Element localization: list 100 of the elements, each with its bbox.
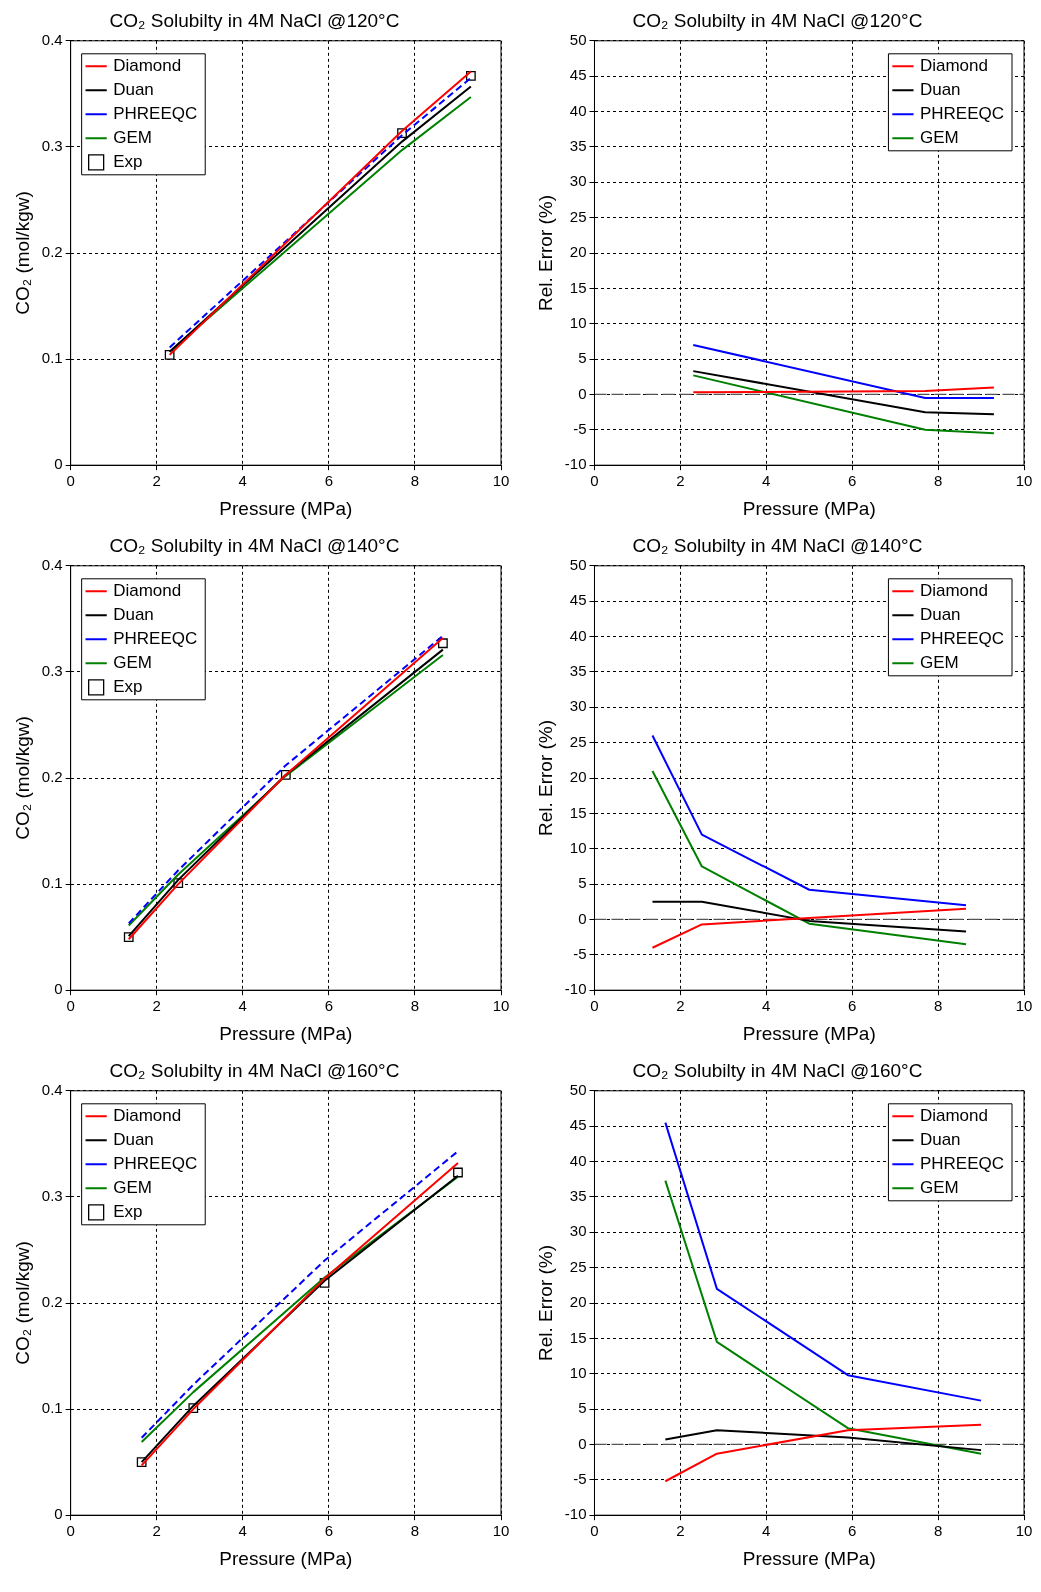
legend-label: Exp [113,151,143,171]
x-tick-label: 2 [152,1522,161,1540]
chart-title: CO₂ Solubilty in 4M NaCl @120°C [109,9,400,31]
y-tick-label: 5 [578,1399,587,1417]
y-tick-label: 10 [569,1363,587,1381]
x-tick-label: 0 [66,472,75,490]
y-tick-label: 50 [569,555,587,573]
x-tick-label: 4 [762,1522,771,1540]
y-tick-label: 35 [569,137,587,155]
x-tick-label: 10 [1015,997,1033,1015]
y-tick-label: 0.3 [41,662,63,680]
x-tick-label: 10 [492,1522,510,1540]
y-tick-label: 0 [54,455,63,473]
y-tick-label: 0.2 [41,1293,63,1311]
chart-title: CO₂ Solubilty in 4M NaCl @140°C [109,534,400,556]
legend-label: GEM [113,1177,152,1197]
x-tick-label: 6 [848,1522,857,1540]
chart-title: CO₂ Solubilty in 4M NaCl @120°C [632,9,923,31]
y-tick-label: 30 [569,172,587,190]
x-axis-title: Pressure (MPa) [742,1022,876,1044]
legend-label: Diamond [919,1105,988,1125]
y-tick-label: 50 [569,1080,587,1098]
y-tick-label: 0.1 [41,874,63,892]
x-axis-title: Pressure (MPa) [219,1547,353,1569]
x-tick-label: 4 [762,997,771,1015]
x-tick-label: 10 [492,997,510,1015]
x-tick-label: 4 [238,1522,247,1540]
x-tick-label: 4 [238,997,247,1015]
y-axis-title: Rel. Error (%) [534,194,556,312]
x-tick-label: 2 [152,997,161,1015]
chart-title: CO₂ Solubilty in 4M NaCl @160°C [632,1059,923,1081]
legend-label: Duan [919,604,961,624]
y-tick-label: 25 [569,207,587,225]
y-axis-title: CO₂ (mol/kgw) [11,191,33,315]
x-tick-label: 2 [676,1522,685,1540]
x-tick-label: 0 [590,472,599,490]
x-tick-label: 10 [492,472,510,490]
y-tick-label: 30 [569,1222,587,1240]
legend-label: Diamond [919,55,988,75]
y-tick-label: 20 [569,1293,587,1311]
y-tick-label: 20 [569,768,587,786]
y-tick-label: 0.4 [41,30,63,48]
y-tick-label: -5 [573,419,587,437]
legend-label: PHREEQC [919,1153,1005,1173]
x-tick-label: 6 [324,997,334,1015]
x-axis-title: Pressure (MPa) [219,1022,353,1044]
x-tick-label: 4 [762,472,771,490]
x-tick-label: 8 [933,1522,943,1540]
x-tick-label: 4 [238,472,247,490]
y-tick-label: 35 [569,662,587,680]
x-tick-label: 0 [66,997,75,1015]
y-tick-label: -10 [564,455,587,473]
y-tick-label: 45 [569,1116,587,1134]
x-tick-label: 0 [590,997,599,1015]
y-tick-label: 45 [569,591,587,609]
y-tick-label: 5 [578,349,587,367]
y-tick-label: 15 [569,803,587,821]
legend-label: Duan [919,79,961,99]
y-tick-label: 0.1 [41,1399,63,1417]
y-tick-label: 25 [569,732,587,750]
y-tick-label: -10 [564,1505,587,1523]
y-tick-label: 0 [578,909,587,927]
legend-label: Duan [113,604,154,624]
y-tick-label: 0 [54,1505,63,1523]
y-tick-label: 0.1 [41,349,63,367]
legend-label: Duan [919,1129,961,1149]
y-tick-label: 20 [569,243,587,261]
x-tick-label: 6 [848,997,857,1015]
chart-title: CO₂ Solubilty in 4M NaCl @140°C [632,534,923,556]
y-tick-label: 15 [569,278,587,296]
y-tick-label: 45 [569,66,587,84]
legend-label: Diamond [113,1105,182,1125]
y-tick-label: 35 [569,1187,587,1205]
x-axis-title: Pressure (MPa) [742,497,876,519]
legend-label: PHREEQC [919,628,1005,648]
legend-label: PHREEQC [919,103,1005,123]
y-tick-label: 0.3 [41,137,63,155]
legend-label: GEM [113,127,152,147]
legend-label: Duan [113,1129,154,1149]
x-tick-label: 8 [933,997,943,1015]
y-axis-title: Rel. Error (%) [534,719,556,837]
legend-label: PHREEQC [113,1153,198,1173]
x-tick-label: 10 [1015,1522,1033,1540]
y-tick-label: 0 [578,384,587,402]
legend-label: GEM [919,1177,959,1197]
y-tick-label: 50 [569,30,587,48]
x-tick-label: 8 [410,997,420,1015]
y-tick-label: 0.2 [41,243,63,261]
x-tick-label: 2 [676,472,685,490]
y-tick-label: -10 [564,980,587,998]
x-tick-label: 8 [410,472,420,490]
x-tick-label: 6 [324,472,334,490]
x-tick-label: 8 [933,472,943,490]
y-tick-label: -5 [573,944,587,962]
x-axis-title: Pressure (MPa) [219,497,353,519]
legend-label: GEM [919,652,959,672]
chart-title: CO₂ Solubilty in 4M NaCl @160°C [109,1059,400,1081]
y-tick-label: 0.2 [41,768,63,786]
legend-label: GEM [919,127,959,147]
legend-label: Diamond [113,580,182,600]
